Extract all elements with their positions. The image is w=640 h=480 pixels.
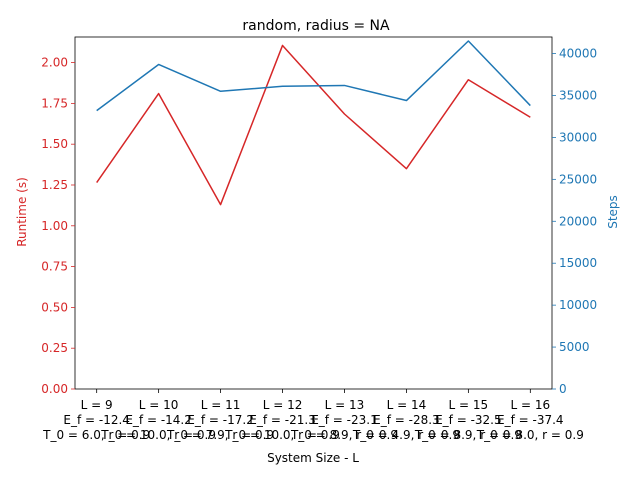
x-tick-label: L = 15 [449, 398, 489, 412]
x-tick-label: L = 13 [325, 398, 365, 412]
x-tick-label: E_f = -28.3 [373, 413, 440, 427]
x-tick-label: E_f = -32.5 [435, 413, 502, 427]
series-layer [96, 40, 531, 206]
x-tick-label: T_0 = 8.9, r = 0.9 [290, 428, 398, 442]
y-axis-right-label: Steps [606, 195, 620, 229]
y-right-tick-label: 10000 [559, 298, 597, 312]
y-right-tick-label: 40000 [559, 47, 597, 61]
y-left-tick-label: 0.25 [41, 341, 68, 355]
x-tick-label: E_f = -12.4 [63, 413, 130, 427]
x-tick-label: L = 12 [263, 398, 303, 412]
plot-frame [74, 36, 553, 390]
x-tick-label: L = 16 [510, 398, 550, 412]
y-right-tick-label: 25000 [559, 172, 597, 186]
x-tick-label: T_0 = 8.0, r = 0.9 [476, 428, 584, 442]
y-left-tick-label: 2.00 [41, 56, 68, 70]
x-tick-label: L = 10 [139, 398, 179, 412]
x-tick-label: E_f = -37.4 [497, 413, 564, 427]
x-tick-label: E_f = -23.1 [311, 413, 378, 427]
x-tick-label: E_f = -14.2 [125, 413, 192, 427]
x-tick-label: L = 11 [201, 398, 241, 412]
y-left-tick-label: 0.00 [41, 382, 68, 396]
chart-title: random, radius = NA [242, 18, 390, 34]
y-left-tick-label: 1.00 [41, 219, 68, 233]
x-tick-label: T_0 = 10.0, r = 0.9 [100, 428, 216, 442]
y-axis-left-label: Runtime (s) [15, 177, 29, 247]
series-line-left [96, 44, 531, 206]
y-right-tick-label: 20000 [559, 214, 597, 228]
x-axis-label: System Size - L [267, 451, 359, 465]
y-right-tick-label: 5000 [559, 340, 590, 354]
series-line-right [96, 40, 531, 112]
x-tick-label: L = 14 [387, 398, 427, 412]
x-tick-label: E_f = -17.2 [187, 413, 254, 427]
y-left-tick-label: 0.75 [41, 260, 68, 274]
y-left-tick-label: 1.25 [41, 178, 68, 192]
y-right-tick-label: 0 [559, 382, 567, 396]
x-tick-label: T_0 = 10.0, r = 0.9 [224, 428, 340, 442]
x-tick-label: T_0 = 4.9, r = 0.9 [352, 428, 460, 442]
x-tick-label: T_0 = 6.0, r = 0.9 [42, 428, 150, 442]
y-left-tick-label: 1.50 [41, 137, 68, 151]
y-right-tick-label: 15000 [559, 256, 597, 270]
y-right-tick-label: 30000 [559, 130, 597, 144]
x-tick-label: L = 9 [81, 398, 113, 412]
x-tick-label: T_0 = 7.9, r = 0.9 [166, 428, 274, 442]
x-tick-label: T_0 = 8.9, r = 0.9 [414, 428, 522, 442]
x-tick-label: E_f = -21.3 [249, 413, 316, 427]
axes-layer: L = 9E_f = -12.4T_0 = 6.0, r = 0.9 L = 10… [41, 36, 597, 442]
y-left-tick-label: 0.50 [41, 300, 68, 314]
y-left-tick-label: 1.75 [41, 96, 68, 110]
y-right-tick-label: 35000 [559, 88, 597, 102]
